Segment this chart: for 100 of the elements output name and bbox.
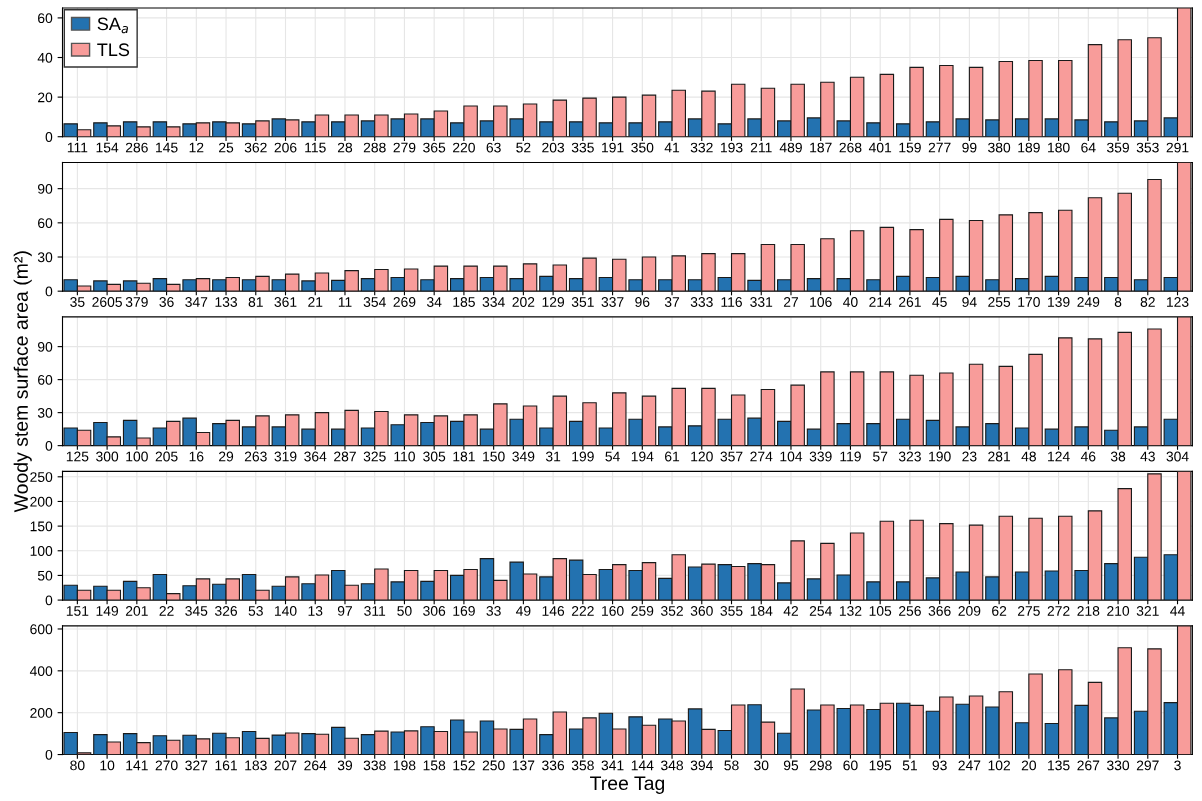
x-tick-label: 35 [70,297,85,307]
x-tick-label: 184 [750,606,773,616]
x-tick-label: 43 [1140,451,1155,462]
x-tick-label: 31 [545,451,561,462]
x-tick-label: 247 [958,760,981,771]
x-tick-label: 170 [1018,297,1040,307]
x-tick-label: 275 [1017,606,1040,616]
x-tick-label: 348 [660,760,684,771]
x-tick-label: 321 [1136,606,1159,616]
x-tick-label: 270 [155,760,178,771]
x-tick-label: 210 [1107,606,1130,616]
x-tick-label: 198 [393,760,416,771]
x-tick-label: 95 [783,760,799,771]
x-tick-label: 332 [690,142,713,153]
x-tick-label: 63 [486,142,501,153]
y-tick-label: 90 [37,184,53,194]
y-tick-label: 0 [45,440,53,451]
x-tick-label: 362 [244,142,267,153]
x-tick-label: 259 [631,606,654,616]
y-tick-label: 250 [30,472,53,482]
x-tick-label: 298 [809,760,832,771]
x-tick-label: 199 [572,451,594,462]
x-tick-label: 380 [988,142,1011,153]
x-tick-label: 336 [542,760,565,771]
x-tick-label: 50 [397,606,412,616]
x-tick-label: 353 [1136,142,1159,153]
x-tick-label: 288 [363,142,386,153]
x-tick-label: 190 [929,451,951,462]
x-tick-label: 34 [426,297,442,307]
x-tick-label: 49 [515,606,531,616]
x-tick-label: 123 [1166,297,1189,307]
x-tick-label: 274 [750,451,773,462]
x-tick-label: 116 [721,297,742,307]
x-tick-label: 187 [810,142,832,153]
x-tick-label: 250 [482,760,505,771]
y-tick-label: 30 [37,407,53,418]
x-tick-label: 359 [1106,142,1129,153]
x-tick-label: 151 [66,606,89,616]
x-tick-label: 141 [126,760,148,771]
x-tick-label: 13 [308,606,323,616]
x-tick-label: 120 [691,451,713,462]
x-tick-label: 41 [664,142,680,153]
x-tick-label: 2605 [92,297,122,307]
x-tick-label: 102 [988,760,1011,771]
x-tick-label: 355 [720,606,743,616]
x-tick-label: 144 [631,760,654,771]
x-tick-label: 99 [962,142,977,153]
x-tick-label: 180 [1048,142,1070,153]
x-tick-label: 11 [338,297,352,307]
x-tick-label: 119 [840,451,861,462]
x-tick-label: 304 [1166,451,1189,462]
x-tick-label: 311 [364,606,386,616]
x-tick-label: 149 [96,606,119,616]
x-tick-label: 345 [185,606,208,616]
x-tick-label: 169 [453,606,475,616]
x-tick-label: 20 [1021,760,1037,771]
legend-label: SA$_{a}$ [97,17,128,34]
x-tick-label: 379 [125,297,148,307]
x-tick-label: 110 [394,451,415,462]
x-tick-label: 146 [542,606,565,616]
x-tick-label: 330 [1106,760,1130,771]
x-tick-label: 338 [363,760,386,771]
x-tick-label: 93 [932,760,947,771]
x-tick-label: 394 [690,760,713,771]
x-tick-label: 218 [1077,606,1100,616]
x-tick-label: 189 [1018,142,1040,153]
x-tick-label: 287 [334,451,356,462]
x-tick-label: 133 [215,297,238,307]
y-tick-label: 50 [37,570,53,581]
x-tick-label: 194 [631,451,654,462]
x-tick-label: 323 [898,451,921,462]
x-tick-label: 255 [988,297,1011,307]
y-tick-label: 60 [38,374,53,385]
x-tick-label: 489 [779,142,802,153]
x-tick-label: 202 [512,297,535,307]
x-tick-label: 82 [1140,297,1155,307]
x-tick-label: 365 [423,142,446,153]
x-tick-label: 191 [602,142,624,153]
x-tick-label: 132 [839,606,862,616]
y-tick-label: 150 [30,521,53,532]
x-tick-label: 331 [750,297,773,307]
y-tick-label: 0 [45,749,53,760]
y-tick-label: 90 [37,341,53,352]
x-tick-label: 22 [159,606,174,616]
x-tick-label: 261 [899,297,921,307]
x-tick-label: 360 [690,606,713,616]
x-tick-label: 183 [245,760,267,771]
y-tick-label: 0 [45,286,53,297]
x-tick-label: 62 [992,606,1007,616]
x-tick-label: 254 [809,606,832,616]
x-tick-label: 357 [720,451,743,462]
x-tick-label: 268 [839,142,862,153]
y-axis-title: Woody stem surface area (m²) [13,251,32,513]
x-tick-label: 201 [125,606,148,616]
x-tick-label: 8 [1114,297,1122,307]
x-tick-label: 206 [274,142,297,153]
x-tick-label: 222 [571,606,594,616]
y-tick-label: 30 [37,252,53,263]
x-tick-label: 150 [483,451,505,462]
x-tick-label: 137 [512,760,535,771]
